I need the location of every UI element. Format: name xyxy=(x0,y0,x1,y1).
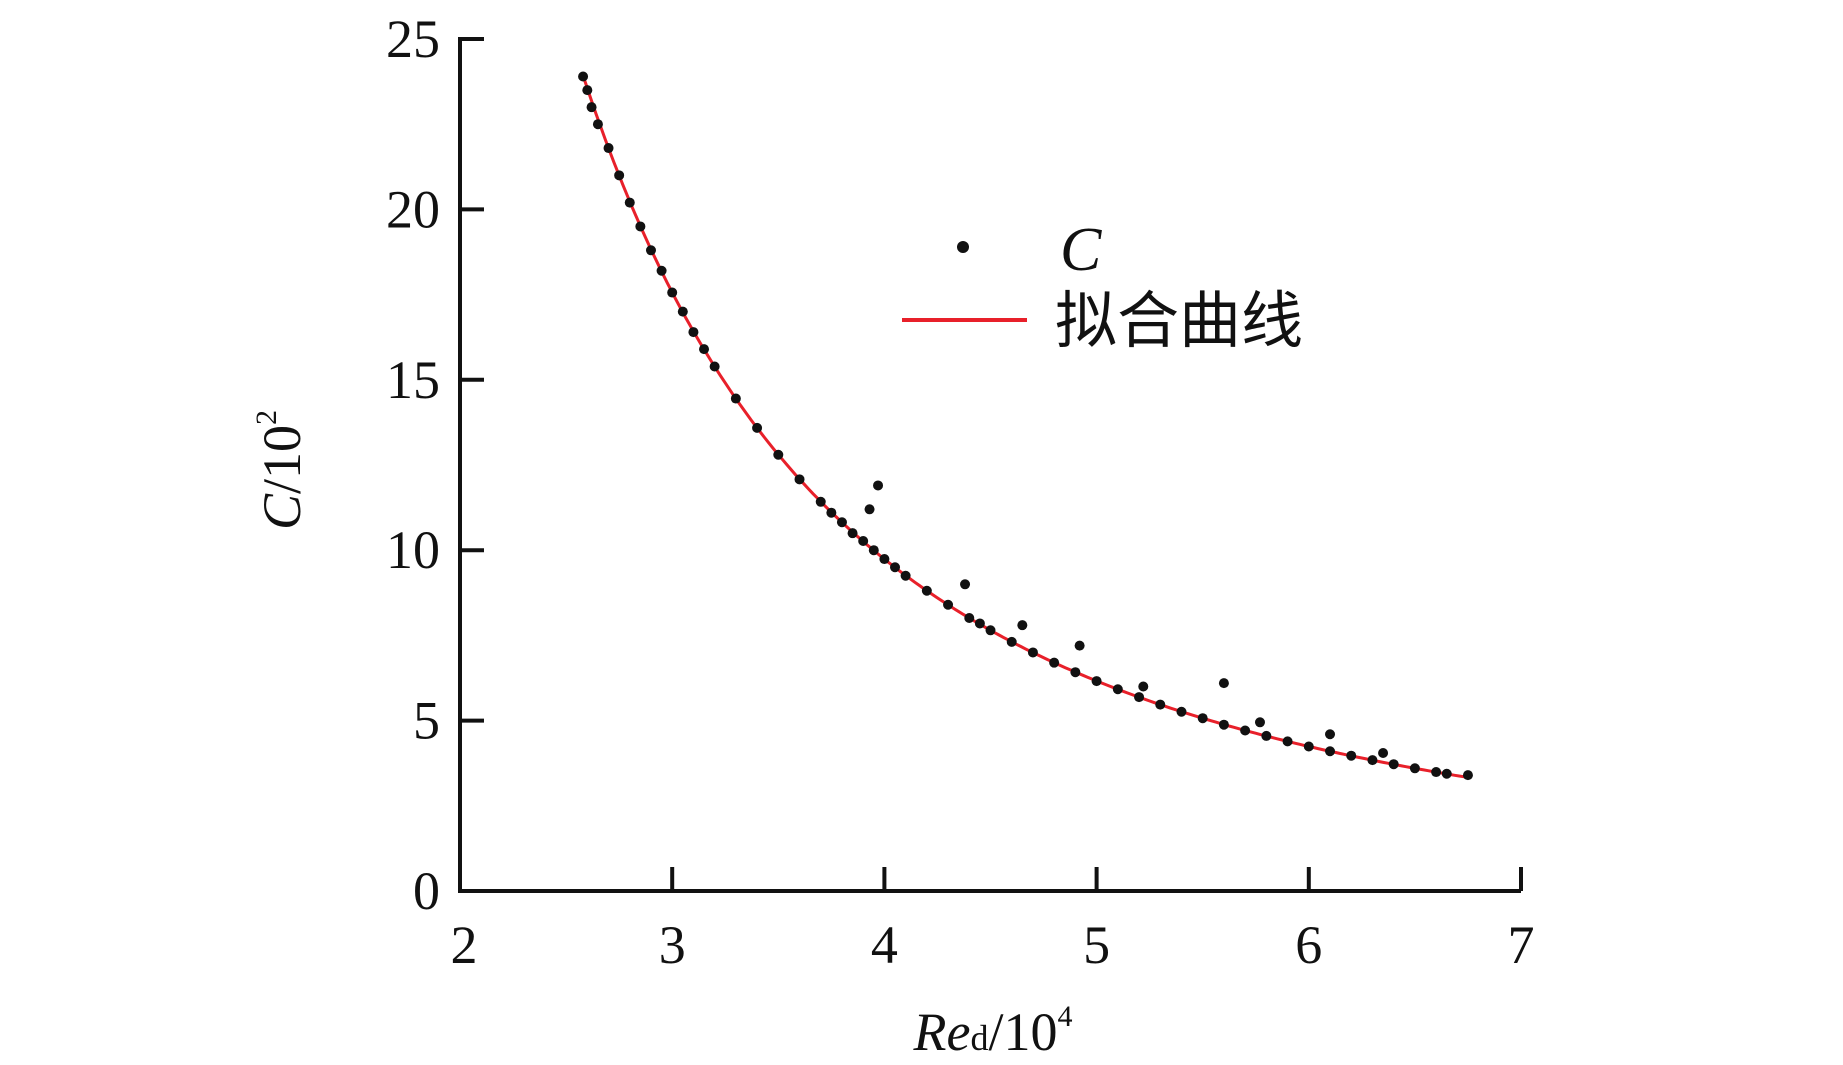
data-point xyxy=(1138,681,1149,692)
data-point xyxy=(943,599,954,610)
data-point xyxy=(1409,763,1420,774)
x-axis-title-unit: /10 xyxy=(988,1002,1057,1062)
legend-label-fit: 拟合曲线 xyxy=(1055,288,1303,356)
data-point xyxy=(773,449,784,460)
data-point xyxy=(815,496,826,507)
data-point xyxy=(1367,755,1378,766)
data-point xyxy=(645,245,656,256)
data-point xyxy=(1218,719,1229,730)
y-tick-label: 25 xyxy=(386,9,440,69)
x-tick-label: 3 xyxy=(659,915,686,975)
y-tick-label: 20 xyxy=(386,179,440,239)
y-tick-label: 0 xyxy=(413,861,440,921)
data-point xyxy=(586,102,597,113)
data-point xyxy=(1431,767,1442,778)
legend-marker-points xyxy=(957,241,969,253)
data-point xyxy=(1346,750,1357,761)
data-point xyxy=(624,197,635,208)
data-point xyxy=(699,344,710,355)
data-point xyxy=(1325,729,1336,740)
data-point xyxy=(1254,717,1265,728)
data-point xyxy=(709,361,720,372)
data-point xyxy=(1325,746,1336,757)
data-point xyxy=(578,71,589,82)
data-point xyxy=(879,554,890,565)
data-point xyxy=(847,528,858,539)
data-point xyxy=(1261,730,1272,741)
data-point xyxy=(1218,678,1229,689)
y-tick-label: 5 xyxy=(413,691,440,751)
data-point xyxy=(592,119,603,130)
data-point xyxy=(1155,699,1166,710)
data-point xyxy=(1134,692,1145,703)
x-axis-title: Red/104 xyxy=(913,1000,1073,1062)
data-point xyxy=(1441,768,1452,779)
y-tick-label: 15 xyxy=(386,350,440,410)
data-point xyxy=(1006,636,1017,647)
data-point xyxy=(635,221,646,232)
data-point xyxy=(921,585,932,596)
y-axis-title-unit: /10 xyxy=(252,425,312,494)
data-point xyxy=(794,474,805,485)
data-point xyxy=(603,143,614,154)
x-tick-label: 4 xyxy=(871,915,898,975)
x-tick-label: 6 xyxy=(1295,915,1322,975)
data-point xyxy=(1462,770,1473,781)
data-point xyxy=(1049,657,1060,668)
fit-curve xyxy=(581,75,1469,779)
data-point xyxy=(960,579,971,590)
x-axis-title-exp: 4 xyxy=(1057,1000,1072,1033)
data-point xyxy=(582,85,593,96)
data-point xyxy=(868,545,879,556)
data-point xyxy=(836,517,847,528)
data-point xyxy=(667,287,678,298)
data-point xyxy=(677,306,688,317)
data-point xyxy=(1091,676,1102,687)
fit-curve-layer xyxy=(581,75,1469,779)
data-point xyxy=(1017,620,1028,631)
data-point xyxy=(656,265,667,276)
x-axis-title-sub: d xyxy=(970,1018,988,1058)
data-point xyxy=(864,504,875,515)
data-point xyxy=(1176,706,1187,717)
data-point xyxy=(1197,713,1208,724)
axes: 2 3 4 5 6 7 0 5 10 15 20 25 xyxy=(386,9,1535,975)
data-point xyxy=(1074,640,1085,651)
data-point xyxy=(900,570,911,581)
data-point xyxy=(1388,759,1399,770)
data-point xyxy=(858,535,869,546)
data-point xyxy=(873,480,884,491)
data-point xyxy=(752,422,763,433)
data-point xyxy=(1240,725,1251,736)
x-tick-label: 2 xyxy=(451,915,478,975)
y-axis-title-exp: 2 xyxy=(250,410,283,425)
data-point xyxy=(1378,747,1389,758)
data-point xyxy=(964,613,975,624)
data-point xyxy=(730,393,741,404)
data-point xyxy=(1282,736,1293,747)
y-tick-label: 10 xyxy=(386,520,440,580)
legend-label-points: C xyxy=(1060,216,1102,284)
x-axis-title-main: Re xyxy=(913,1002,971,1062)
x-tick-label: 5 xyxy=(1083,915,1110,975)
data-point xyxy=(1027,647,1038,658)
y-axis-title-main: C xyxy=(252,493,312,530)
data-point xyxy=(1070,667,1081,678)
legend: C 拟合曲线 xyxy=(902,216,1303,356)
data-point xyxy=(1303,741,1314,752)
data-point xyxy=(890,562,901,573)
y-axis-title: C/102 xyxy=(250,410,312,530)
scatter-points-layer xyxy=(578,71,1473,781)
x-tick-label: 7 xyxy=(1508,915,1535,975)
data-point xyxy=(985,625,996,636)
data-point xyxy=(688,327,699,338)
data-point xyxy=(826,507,837,518)
data-point xyxy=(614,170,625,181)
data-point xyxy=(1112,684,1123,695)
data-point xyxy=(974,618,985,629)
